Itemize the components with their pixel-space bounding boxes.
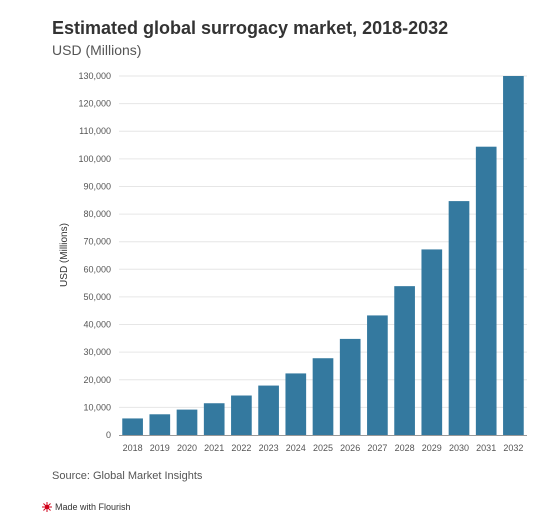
- y-tick-label: 40,000: [83, 320, 111, 330]
- bar-2032[interactable]: [503, 76, 524, 435]
- credit-label: Made with Flourish: [55, 502, 131, 512]
- y-tick-label: 70,000: [83, 237, 111, 247]
- x-tick-label: 2027: [367, 443, 387, 453]
- bar-2028[interactable]: [394, 286, 415, 435]
- x-tick-label: 2019: [150, 443, 170, 453]
- x-tick-label: 2030: [449, 443, 469, 453]
- y-tick-label: 80,000: [83, 209, 111, 219]
- x-tick-label: 2023: [259, 443, 279, 453]
- x-tick-label: 2018: [123, 443, 143, 453]
- made-with-flourish-link[interactable]: Made with Flourish: [42, 502, 131, 512]
- bar-2027[interactable]: [367, 315, 388, 435]
- y-tick-label: 90,000: [83, 181, 111, 191]
- bar-2022[interactable]: [231, 395, 252, 435]
- y-tick-label: 50,000: [83, 292, 111, 302]
- bar-2021[interactable]: [203, 403, 225, 435]
- y-tick-label: 60,000: [83, 264, 111, 274]
- axes: 0 10,000 20,000 30,000 40,000 50,000 60,000 70,…: [78, 71, 527, 453]
- bar-2024[interactable]: [285, 373, 307, 435]
- bar-2030[interactable]: [448, 201, 470, 435]
- y-tick-label: 0: [106, 430, 111, 440]
- bar-2020[interactable]: [176, 409, 198, 435]
- bar-chart: 0 10,000 20,000 30,000 40,000 50,000 60,000 70,…: [59, 71, 527, 453]
- y-tick-label: 30,000: [83, 347, 111, 357]
- flourish-logo-icon: [42, 502, 52, 512]
- chart-subtitle: USD (Millions): [52, 42, 142, 58]
- x-tick-label: 2031: [476, 443, 496, 453]
- x-tick-label: 2028: [395, 443, 415, 453]
- bar-2026[interactable]: [339, 338, 361, 435]
- x-tick-label: 2032: [503, 443, 523, 453]
- y-tick-label: 100,000: [78, 154, 111, 164]
- bar-2029[interactable]: [421, 249, 443, 435]
- bar-2023[interactable]: [258, 385, 279, 435]
- x-tick-label: 2029: [422, 443, 442, 453]
- bar-2019[interactable]: [149, 414, 171, 435]
- x-tick-label: 2022: [231, 443, 251, 453]
- bar-2025[interactable]: [312, 358, 334, 435]
- y-tick-label: 110,000: [79, 126, 111, 136]
- bars: [122, 76, 524, 436]
- chart-title: Estimated global surrogacy market, 2018-…: [52, 18, 449, 38]
- x-tick-label: 2024: [286, 443, 306, 453]
- bar-2031[interactable]: [475, 146, 497, 436]
- y-tick-label: 10,000: [83, 402, 111, 412]
- y-axis-title: USD (Millions): [59, 223, 70, 287]
- x-tick-label: 2020: [177, 443, 197, 453]
- x-tick-label: 2026: [340, 443, 360, 453]
- y-tick-label: 120,000: [78, 99, 111, 109]
- source-note: Source: Global Market Insights: [52, 470, 203, 482]
- x-tick-label: 2025: [313, 443, 333, 453]
- y-tick-label: 130,000: [78, 71, 111, 81]
- bar-2018[interactable]: [122, 418, 143, 435]
- y-tick-label: 20,000: [83, 375, 111, 385]
- x-tick-label: 2021: [204, 443, 224, 453]
